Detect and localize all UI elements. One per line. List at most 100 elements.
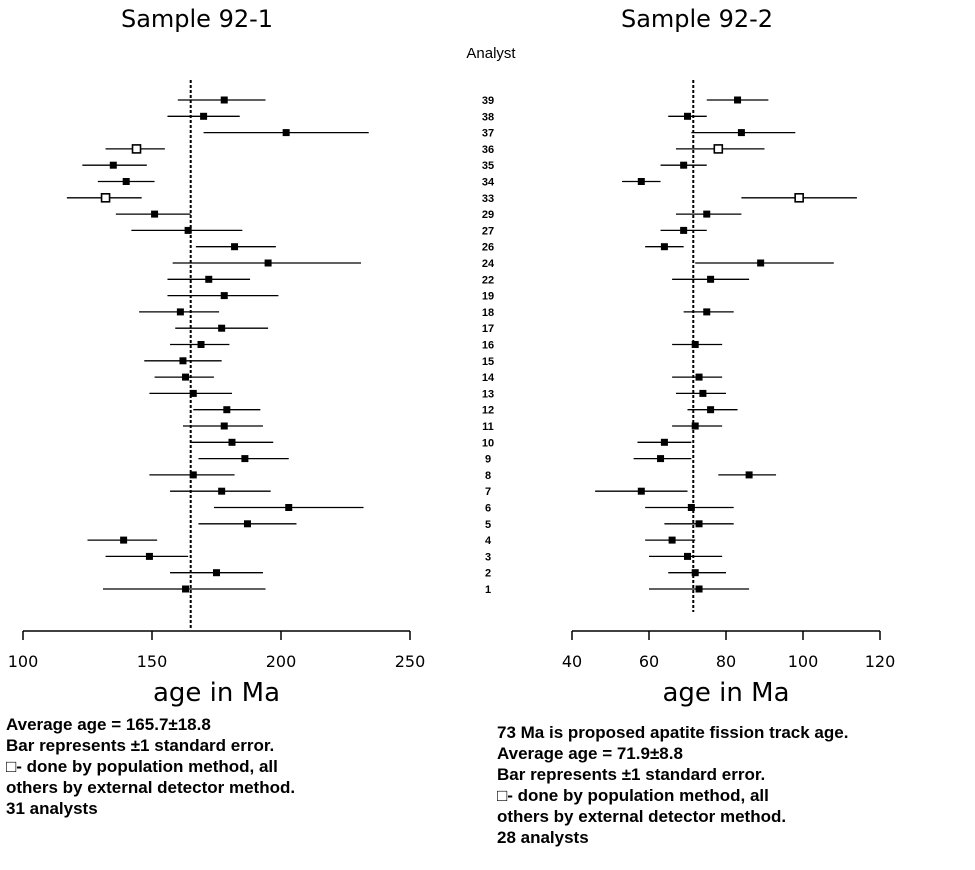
data-point-9 [657, 455, 665, 463]
note-line: Average age = 165.7±18.8 [6, 715, 211, 734]
data-point-2 [213, 569, 220, 577]
data-point-12 [707, 406, 715, 414]
analyst-id-27: 27 [482, 225, 494, 237]
data-point-1 [182, 585, 190, 593]
analyst-id-17: 17 [482, 323, 494, 335]
analyst-id-5: 5 [485, 519, 491, 531]
chart-title: Sample 92-1 [121, 5, 273, 33]
data-point-18 [176, 308, 184, 316]
note-line: Average age = 71.9±8.8 [497, 744, 683, 763]
data-point-4 [120, 536, 128, 544]
data-point-5 [695, 520, 703, 528]
analyst-id-10: 10 [482, 437, 494, 449]
data-point-14 [182, 373, 190, 381]
note-line: 31 analysts [6, 799, 98, 818]
data-point-14 [695, 373, 703, 381]
notes-right: 73 Ma is proposed apatite fission track … [497, 722, 848, 848]
data-point-13 [699, 389, 707, 397]
data-point-12 [223, 406, 231, 414]
analyst-id-36: 36 [482, 144, 494, 156]
chart-title: Sample 92-2 [621, 5, 773, 33]
x-axis-title: age in Ma [662, 678, 789, 708]
data-point-6 [687, 504, 695, 511]
data-point-2 [691, 569, 699, 577]
analyst-id-6: 6 [485, 503, 491, 515]
data-point-27 [680, 226, 688, 234]
data-point-24 [264, 259, 272, 267]
data-point-39 [220, 96, 228, 104]
data-point-10 [660, 438, 668, 446]
data-point-29 [151, 210, 159, 218]
data-point-11 [691, 422, 699, 430]
analyst-id-35: 35 [482, 160, 494, 172]
x-tick-label-60: 60 [639, 652, 659, 671]
data-point-36-population [713, 144, 724, 154]
data-point-7 [218, 487, 226, 495]
data-point-33-population [100, 193, 111, 203]
data-point-8 [189, 471, 197, 479]
analyst-id-26: 26 [482, 242, 494, 254]
analyst-id-14: 14 [482, 372, 495, 384]
analyst-id-34: 34 [482, 177, 495, 189]
data-point-18 [703, 308, 711, 316]
chart-panel-sample-92-1: Sample 92-1 100 150 200 250 age in Ma [8, 5, 426, 708]
data-point-16 [197, 341, 205, 348]
data-point-10 [228, 438, 236, 446]
data-point-34 [122, 178, 130, 185]
data-point-26 [231, 243, 239, 251]
data-point-13 [189, 389, 197, 397]
analyst-id-13: 13 [482, 388, 494, 400]
analyst-id-33: 33 [482, 193, 494, 205]
analyst-id-15: 15 [482, 356, 494, 368]
x-tick-label-40: 40 [562, 652, 582, 671]
analyst-id-39: 39 [482, 95, 494, 107]
analyst-id-19: 19 [482, 291, 494, 303]
analyst-id-3: 3 [485, 551, 491, 563]
analyst-id-4: 4 [485, 535, 492, 547]
data-point-24 [757, 259, 765, 267]
analyst-id-2: 2 [485, 568, 491, 580]
analyst-header: Analyst [466, 45, 516, 62]
data-point-4 [668, 536, 676, 544]
data-point-3 [145, 552, 153, 560]
data-point-29 [703, 210, 711, 218]
data-point-11 [220, 422, 228, 430]
data-point-9 [241, 455, 249, 463]
chart-panel-sample-92-2: Sample 92-2 40 60 80 100 120 age in Ma [562, 5, 895, 708]
data-point-5 [243, 520, 251, 528]
x-tick-label-200: 200 [266, 652, 297, 671]
data-point-7 [637, 487, 645, 495]
data-point-22 [205, 275, 213, 283]
analyst-id-16: 16 [482, 340, 494, 352]
x-axis-title: age in Ma [153, 678, 280, 708]
data-point-35 [109, 161, 117, 169]
note-line: 73 Ma is proposed apatite fission track … [497, 723, 849, 742]
analyst-id-12: 12 [482, 405, 494, 417]
analyst-id-29: 29 [482, 209, 494, 221]
x-tick-label-150: 150 [137, 652, 168, 671]
x-tick-label-80: 80 [716, 652, 736, 671]
data-point-38 [684, 112, 691, 120]
note-line: others by external detector method. [6, 778, 296, 797]
x-tick-label-250: 250 [395, 652, 426, 671]
analyst-id-8: 8 [485, 470, 491, 482]
x-tick-label-120: 120 [865, 652, 896, 671]
analyst-id-9: 9 [485, 454, 491, 466]
data-point-33-population [794, 193, 804, 203]
x-tick-label-100: 100 [788, 652, 819, 671]
analyst-id-24: 24 [482, 258, 495, 270]
data-point-22 [707, 275, 715, 283]
data-point-1 [695, 585, 703, 593]
data-point-16 [691, 341, 699, 348]
data-point-6 [285, 504, 293, 511]
note-line: □- done by population method, all [497, 786, 769, 805]
data-point-34 [637, 178, 645, 185]
analyst-id-11: 11 [482, 421, 494, 433]
analyst-id-18: 18 [482, 307, 494, 319]
data-point-38 [200, 112, 208, 120]
data-point-26 [660, 243, 668, 251]
note-line: Bar represents ±1 standard error. [497, 765, 766, 784]
note-line: □- done by population method, all [6, 757, 278, 776]
data-point-36-population [131, 144, 142, 154]
